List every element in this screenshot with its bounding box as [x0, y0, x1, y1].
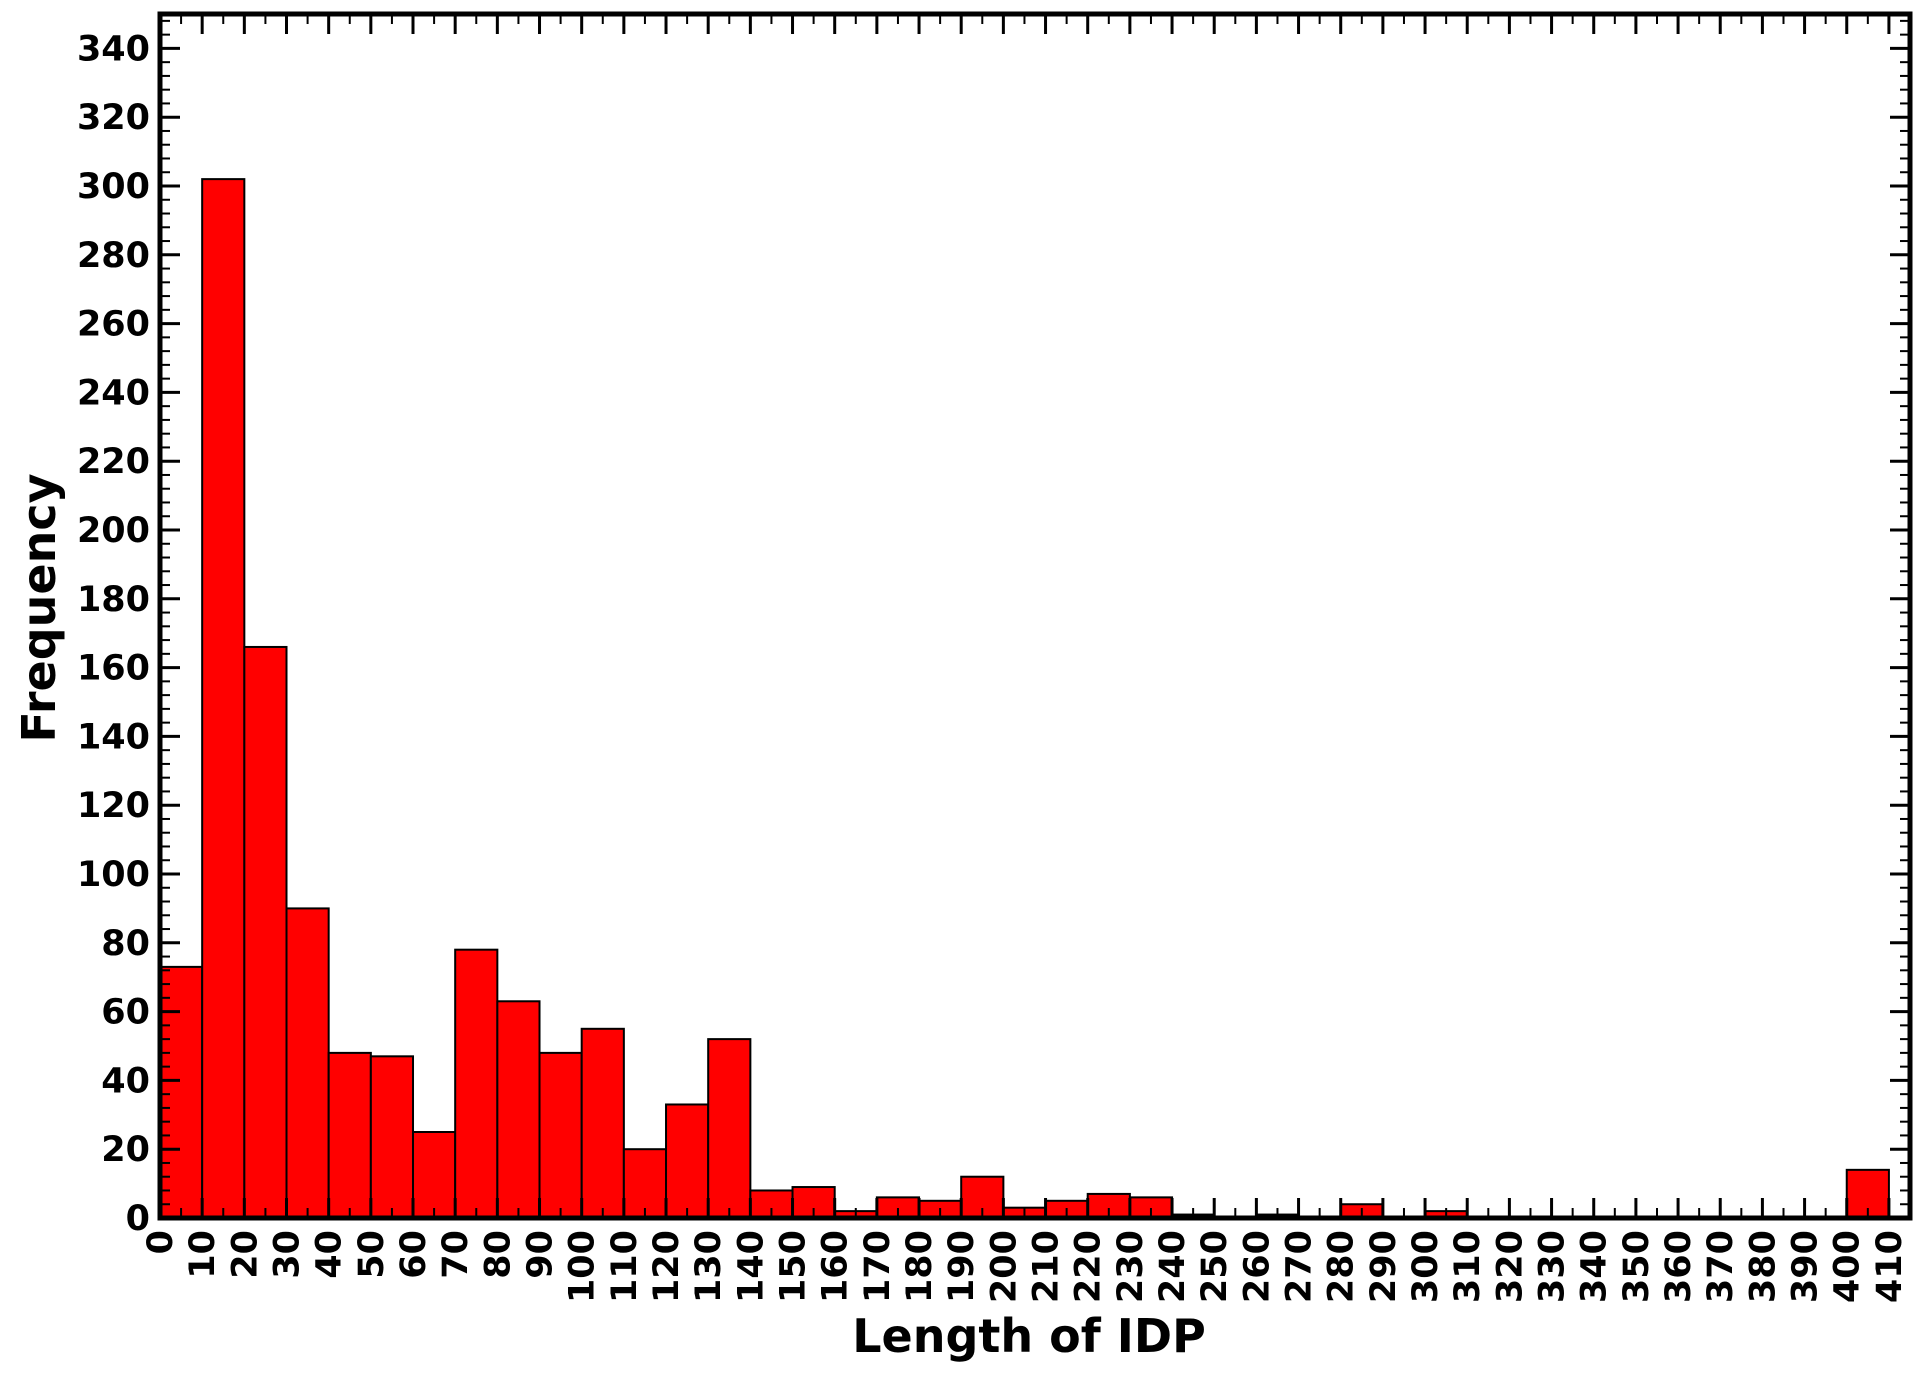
- x-tick-label: 110: [605, 1230, 645, 1303]
- x-tick-label: 290: [1364, 1230, 1404, 1303]
- x-tick-label: 220: [1069, 1230, 1109, 1303]
- bars-group: [159, 178, 1890, 1220]
- x-tick-label: 150: [774, 1230, 814, 1303]
- bar-130: [707, 1038, 752, 1219]
- x-tick-label: 50: [352, 1230, 392, 1279]
- x-tick-label: 200: [984, 1230, 1024, 1303]
- x-tick-label: 390: [1786, 1230, 1826, 1303]
- x-tick-label: 30: [268, 1230, 308, 1279]
- bar-40: [327, 1051, 372, 1219]
- y-tick-label: 160: [77, 649, 150, 689]
- x-tick-label: 240: [1153, 1230, 1193, 1303]
- y-tick-label: 60: [101, 993, 150, 1033]
- x-tick-label: 20: [225, 1230, 265, 1279]
- bar-70: [454, 948, 499, 1219]
- x-tick-label: 190: [942, 1230, 982, 1303]
- x-tick-label: 250: [1195, 1230, 1235, 1303]
- x-tick-label: 320: [1490, 1230, 1530, 1303]
- y-tick-label: 220: [77, 442, 150, 482]
- x-tick-label: 400: [1828, 1230, 1868, 1303]
- y-ticks-group: 0 20 40 60 80 100 120 140 160 180 200 220 240 260 280 3…: [77, 19, 1910, 1239]
- y-tick-label: 20: [101, 1130, 150, 1170]
- x-tick-label: 330: [1533, 1230, 1573, 1303]
- x-tick-label: 230: [1111, 1230, 1151, 1303]
- x-tick-label: 90: [521, 1230, 561, 1279]
- x-ticks-group: 0 10 20 30 40 50 60 70 80 90 100 110 120 130 140 150 160…: [141, 14, 1910, 1303]
- x-tick-label: 380: [1743, 1230, 1783, 1303]
- x-tick-label: 130: [689, 1230, 729, 1303]
- y-axis-label: Frequency: [12, 473, 66, 742]
- x-tick-label: 260: [1237, 1230, 1277, 1303]
- x-tick-label: 170: [858, 1230, 898, 1303]
- y-tick-label: 240: [77, 373, 150, 413]
- bar-80: [496, 1000, 541, 1220]
- y-tick-label: 280: [77, 236, 150, 276]
- y-tick-label: 180: [77, 580, 150, 620]
- bar-10: [201, 178, 246, 1219]
- bar-120: [665, 1103, 710, 1219]
- y-tick-label: 120: [77, 786, 150, 826]
- bar-0: [159, 965, 204, 1219]
- x-tick-label: 300: [1406, 1230, 1446, 1303]
- x-axis-label: Length of IDP: [852, 1309, 1206, 1363]
- x-tick-label: 270: [1280, 1230, 1320, 1303]
- x-tick-label: 40: [310, 1230, 350, 1279]
- x-tick-label: 60: [394, 1230, 434, 1279]
- x-tick-label: 160: [816, 1230, 856, 1303]
- bar-20: [243, 645, 288, 1219]
- x-tick-label: 210: [1027, 1230, 1067, 1303]
- x-tick-label: 140: [731, 1230, 771, 1303]
- x-tick-label: 180: [900, 1230, 940, 1303]
- x-tick-label: 350: [1617, 1230, 1657, 1303]
- bar-50: [369, 1055, 415, 1219]
- x-tick-label: 280: [1322, 1230, 1362, 1303]
- y-tick-label: 100: [77, 855, 150, 895]
- x-tick-label: 80: [478, 1230, 518, 1279]
- y-tick-label: 40: [101, 1061, 150, 1101]
- bar-30: [285, 907, 330, 1220]
- y-tick-label: 320: [77, 98, 150, 138]
- x-tick-label: 310: [1448, 1230, 1488, 1303]
- x-tick-label: 0: [141, 1230, 181, 1254]
- x-tick-label: 120: [647, 1230, 687, 1303]
- y-tick-label: 200: [77, 511, 150, 551]
- y-tick-label: 0: [126, 1199, 150, 1239]
- bar-60: [412, 1131, 457, 1219]
- y-tick-label: 260: [77, 305, 150, 345]
- bar-100: [580, 1027, 625, 1220]
- y-tick-label: 300: [77, 167, 150, 207]
- x-tick-label: 370: [1701, 1230, 1741, 1303]
- y-tick-label: 340: [77, 29, 150, 69]
- bar-90: [538, 1051, 583, 1219]
- bar-110: [622, 1148, 668, 1219]
- x-tick-label: 70: [436, 1230, 476, 1279]
- x-tick-label: 340: [1575, 1230, 1615, 1303]
- x-tick-label: 10: [183, 1230, 223, 1279]
- x-tick-label: 360: [1659, 1230, 1699, 1303]
- plot-frame: [157, 11, 1913, 1221]
- x-tick-label: 410: [1870, 1230, 1910, 1303]
- y-tick-label: 80: [101, 924, 150, 964]
- y-tick-label: 140: [77, 717, 150, 757]
- x-tick-label: 100: [563, 1230, 603, 1303]
